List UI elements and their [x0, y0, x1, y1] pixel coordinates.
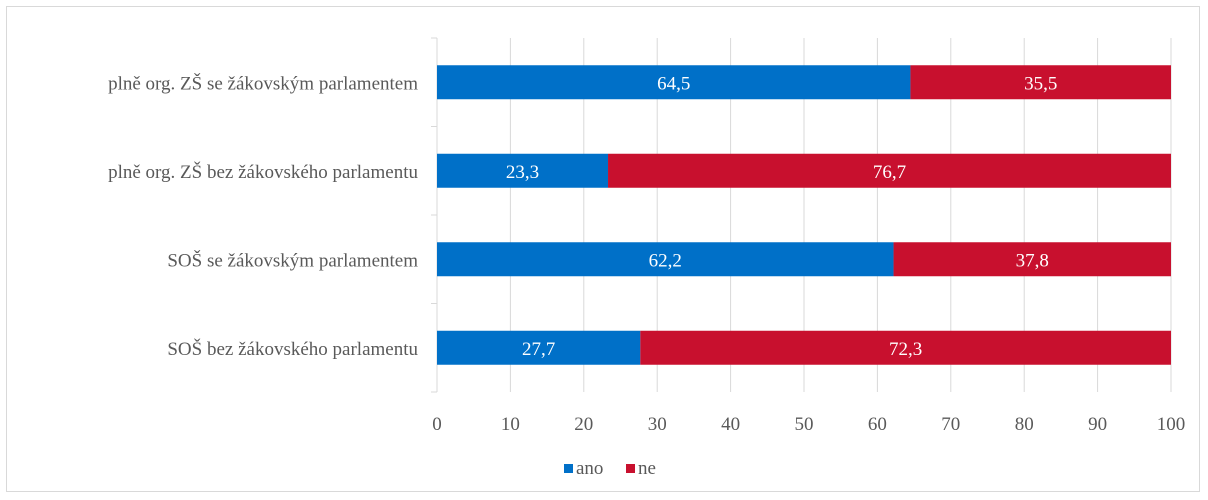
category-label: SOŠ bez žákovského parlamentu	[167, 338, 418, 360]
x-tick-label: 20	[574, 414, 593, 435]
data-label: 23,3	[506, 162, 539, 183]
x-tick-labels: 0 10 20 30 40 50 60 70 80 90 100	[432, 414, 1185, 435]
bar-segment-ano	[437, 153, 609, 188]
legend: ano ne	[564, 458, 656, 479]
x-tick-label: 70	[941, 414, 960, 435]
legend-swatch	[626, 464, 635, 473]
bar-segment-ne	[640, 330, 1171, 365]
bar-segment-ano	[437, 242, 894, 277]
data-label: 62,2	[649, 250, 682, 271]
bar-segment-ano	[437, 65, 911, 100]
x-tick-label: 60	[868, 414, 887, 435]
x-tick-label: 50	[795, 414, 814, 435]
legend-label: ano	[576, 458, 603, 479]
category-label: plně org. ZŠ bez žákovského parlamentu	[108, 161, 418, 183]
data-label: 27,7	[522, 339, 555, 360]
legend-swatch	[564, 464, 573, 473]
bar-segment-ne	[893, 242, 1171, 277]
x-tick-label: 80	[1015, 414, 1034, 435]
data-label: 76,7	[873, 162, 906, 183]
x-tick-label: 40	[721, 414, 740, 435]
bar-segment-ne	[910, 65, 1171, 100]
data-label: 37,8	[1016, 250, 1049, 271]
data-label: 35,5	[1024, 73, 1057, 94]
x-tick-label: 10	[501, 414, 520, 435]
bar-segment-ano	[437, 330, 641, 365]
category-label: SOŠ se žákovským parlamentem	[167, 249, 418, 271]
x-tick-label: 100	[1157, 414, 1186, 435]
category-label: plně org. ZŠ se žákovským parlamentem	[108, 72, 418, 94]
x-tick-label: 0	[432, 414, 442, 435]
x-tick-label: 30	[648, 414, 667, 435]
data-label: 72,3	[889, 339, 922, 360]
x-tick-label: 90	[1088, 414, 1107, 435]
legend-label: ne	[638, 458, 656, 479]
bar-segment-ne	[608, 153, 1171, 188]
bars: 64,5 35,5 23,3 76,7 62,2 37,8 27,7 72,3	[437, 65, 1171, 365]
data-label: 64,5	[657, 73, 690, 94]
category-labels: plně org. ZŠ se žákovským parlamentem pln…	[108, 72, 418, 360]
